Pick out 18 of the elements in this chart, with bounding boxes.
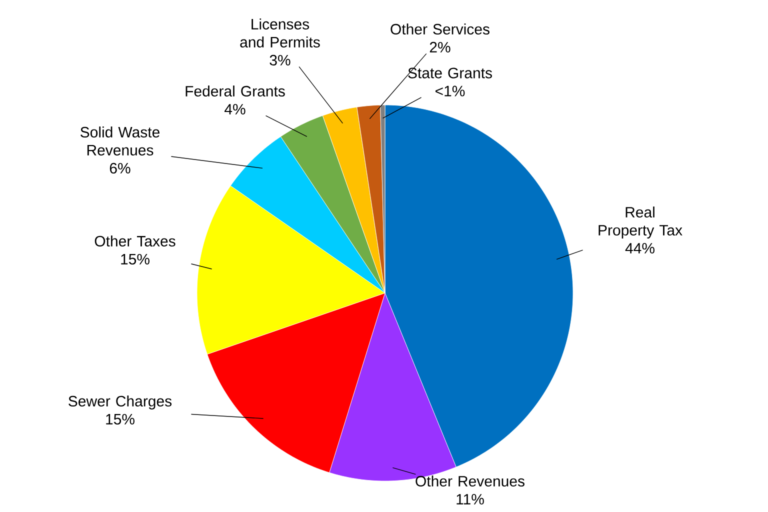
- data-label: 11%: [456, 494, 484, 504]
- slice-label: Other Services: [390, 24, 490, 35]
- data-label: 15%: [106, 414, 134, 425]
- data-label: 4%: [224, 104, 246, 114]
- slice-label: Real Property Tax: [598, 206, 682, 238]
- slice-label: Other Revenues: [416, 476, 524, 487]
- slice-label: Other Taxes: [94, 235, 176, 247]
- data-label: 2%: [430, 42, 450, 52]
- slice-label: State Grants: [408, 68, 492, 78]
- slice-label: Federal Grants: [186, 86, 285, 97]
- slice-label: Solid Waste Revenues: [80, 126, 160, 156]
- data-label: 15%: [121, 254, 150, 265]
- data-label: 3%: [270, 54, 290, 66]
- slice-label: Licenses and Permits: [240, 18, 320, 48]
- data-label: 6%: [110, 162, 130, 174]
- slice-label: Sewer Charges: [68, 396, 172, 410]
- data-label: <1%: [436, 86, 465, 96]
- data-label: 44%: [625, 242, 654, 254]
